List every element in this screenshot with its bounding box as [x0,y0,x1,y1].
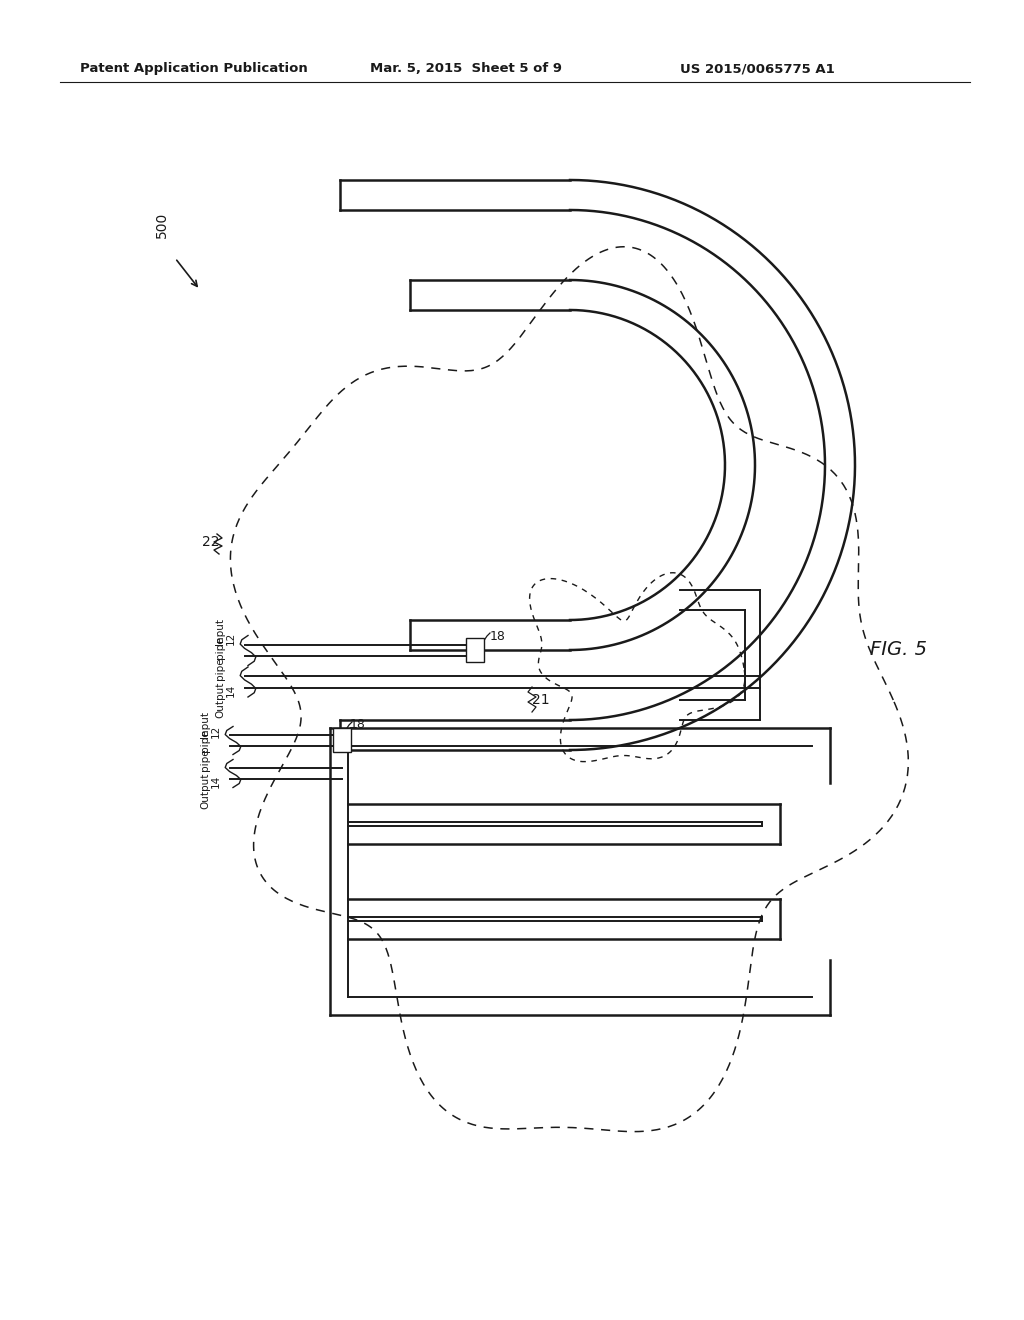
Text: pipe: pipe [200,730,210,752]
Text: Mar. 5, 2015  Sheet 5 of 9: Mar. 5, 2015 Sheet 5 of 9 [370,62,562,75]
Text: Input: Input [215,618,225,645]
Text: Output: Output [200,774,210,809]
Text: pipe: pipe [215,636,225,659]
Bar [466,638,484,663]
Text: Patent Application Publication: Patent Application Publication [80,62,308,75]
Text: 14: 14 [211,775,221,788]
Text: 500: 500 [155,211,169,238]
Text: 12: 12 [226,632,236,645]
Text: FIG. 5: FIG. 5 [870,640,927,659]
Text: 21: 21 [532,693,550,708]
Text: 14: 14 [226,684,236,697]
Bar [333,729,351,752]
Text: 22: 22 [202,535,219,549]
Text: 18: 18 [490,630,506,643]
Text: 18: 18 [350,718,366,731]
Text: 12: 12 [211,725,221,738]
Text: US 2015/0065775 A1: US 2015/0065775 A1 [680,62,835,75]
Text: pipe: pipe [200,748,210,771]
Text: Input: Input [200,711,210,738]
Text: pipe: pipe [215,657,225,680]
Text: Output: Output [215,682,225,718]
